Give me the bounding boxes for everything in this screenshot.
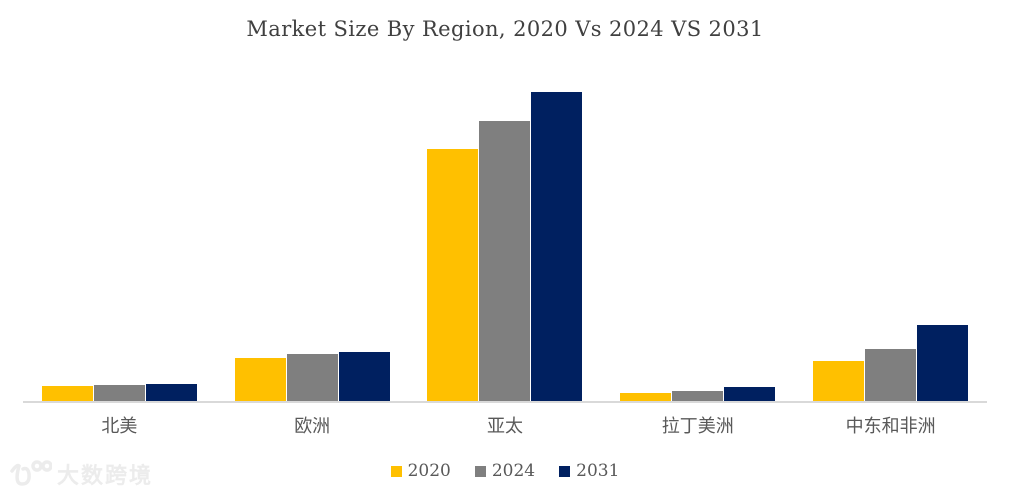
bar-group-0 — [23, 70, 216, 403]
bar-2020-cat1 — [234, 358, 286, 403]
bar-2031-cat3 — [724, 386, 776, 403]
legend-swatch-2020 — [390, 465, 402, 477]
bar-2020-cat0 — [41, 385, 93, 403]
legend-label-2024: 2024 — [491, 461, 536, 481]
bar-group-4 — [794, 70, 987, 403]
legend-item-2020: 2020 — [390, 461, 451, 481]
watermark: 大数跨境 — [8, 458, 153, 490]
x-axis-label-0: 北美 — [101, 416, 138, 437]
bar-group-2 — [409, 70, 602, 403]
legend-swatch-2031 — [559, 465, 571, 477]
bar-2024-cat1 — [286, 354, 338, 403]
legend-label-2031: 2031 — [576, 461, 620, 481]
bar-2031-cat1 — [338, 352, 390, 403]
bar-group-1 — [216, 70, 409, 403]
x-axis-label-2: 亚太 — [486, 416, 523, 437]
legend-item-2024: 2024 — [474, 461, 536, 481]
legend-item-2031: 2031 — [559, 461, 619, 481]
chart-title: Market Size By Region, 2020 Vs 2024 VS 2… — [246, 17, 764, 41]
bar-2031-cat4 — [917, 324, 969, 403]
bar-2031-cat2 — [531, 91, 583, 403]
x-axis-label-3: 拉丁美洲 — [661, 416, 734, 437]
x-axis-label-1: 欧洲 — [294, 416, 331, 437]
legend-label-2020: 2020 — [407, 461, 451, 481]
bar-2031-cat0 — [145, 384, 197, 403]
bar-group-3 — [601, 70, 794, 403]
x-axis-line — [23, 401, 987, 403]
x-axis-label-4: 中东和非洲 — [845, 416, 936, 437]
bar-2024-cat3 — [672, 390, 724, 403]
bar-2024-cat4 — [865, 348, 917, 403]
bar-2024-cat0 — [93, 384, 145, 403]
watermark-logo-icon — [10, 460, 52, 486]
chart-legend: 2020 2024 2031 — [0, 461, 1010, 481]
bar-2024-cat2 — [479, 121, 531, 403]
legend-swatch-2024 — [474, 465, 486, 477]
plot-area — [23, 70, 987, 403]
watermark-text: 大数跨境 — [57, 463, 154, 488]
bar-2020-cat2 — [427, 148, 479, 403]
bar-2020-cat4 — [813, 360, 865, 403]
bar-2020-cat3 — [620, 393, 672, 403]
x-axis-labels: 北美 欧洲 亚太 拉丁美洲 中东和非洲 — [23, 412, 987, 438]
